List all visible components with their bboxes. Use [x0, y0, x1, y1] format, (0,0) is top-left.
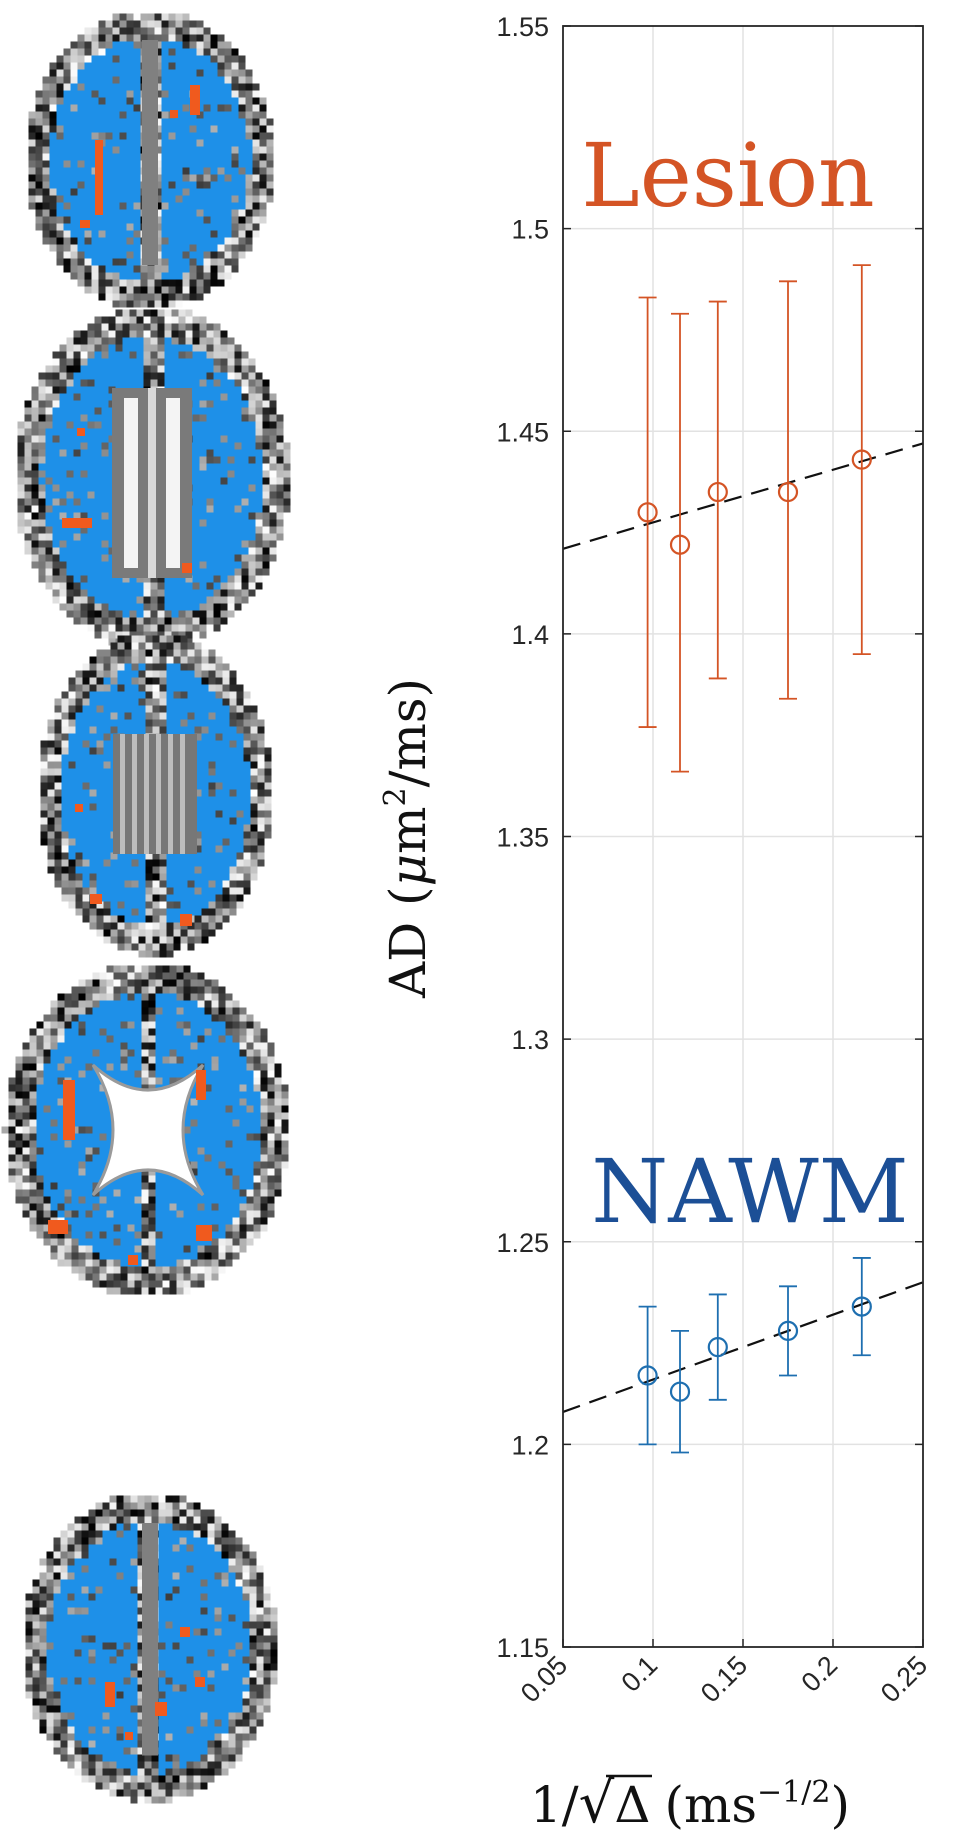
data-points [637, 449, 872, 1402]
error-bar-nawm [852, 1257, 871, 1357]
fit-line-nawm [562, 1281, 924, 1413]
lesion-marker [90, 894, 102, 904]
brain-slice-5 [25, 1495, 278, 1804]
y-tick-label: 1.4 [511, 620, 549, 650]
y-tick-label: 1.3 [511, 1025, 549, 1055]
brain-slice-3 [40, 635, 272, 958]
y-tick-label: 1.45 [496, 417, 549, 447]
y-tick-label: 1.25 [496, 1228, 549, 1258]
x-axis-ticks: 0.05 0.1 0.15 0.2 0.25 [515, 1639, 933, 1708]
lesion-marker [95, 140, 103, 215]
data-point-lesion [637, 502, 658, 523]
lesion-marker [196, 1225, 212, 1241]
error-bar-lesion [671, 312, 689, 773]
series-label-nawm: NAWM [591, 1140, 909, 1243]
lesion-marker [190, 85, 200, 115]
y-axis-ticks: 1.15 1.2 1.25 1.3 1.35 1.4 1.45 1.5 1.55 [496, 12, 923, 1663]
series-label-lesion: Lesion [581, 124, 874, 227]
lesion-marker [75, 804, 83, 812]
lesion-marker [63, 1080, 75, 1140]
error-bar-lesion [852, 264, 871, 656]
y-tick-label: 1.55 [496, 12, 549, 42]
y-tick-label: 1.2 [511, 1430, 549, 1460]
brain-slice-2 [17, 309, 291, 653]
data-point-nawm [669, 1381, 691, 1402]
error-bar-lesion [708, 300, 727, 680]
brain-slice-4 [1, 965, 289, 1295]
fit-lines [562, 442, 924, 1413]
scatter-chart: 1.151.21.251.31.351.41.451.51.55 0.05 0.1… [378, 12, 933, 1836]
error-bar-nawm [779, 1285, 797, 1377]
y-axis-title: AD (μm2/ms) [378, 678, 437, 999]
y-tick-label: 1.35 [496, 823, 549, 853]
lesion-marker [196, 1070, 206, 1100]
data-point-lesion [777, 481, 799, 503]
data-point-lesion [707, 481, 728, 503]
lesion-marker [62, 518, 92, 528]
fit-line-lesion [562, 442, 924, 550]
lesion-marker [180, 1627, 190, 1637]
lesion-marker [180, 914, 192, 926]
data-point-nawm [777, 1320, 799, 1342]
data-point-nawm [707, 1337, 728, 1358]
error-bars [638, 264, 871, 1454]
data-point-lesion [851, 449, 872, 470]
error-bar-nawm [671, 1330, 689, 1454]
lesion-marker [182, 563, 192, 573]
x-tick-label: 0.1 [615, 1650, 663, 1698]
lesion-marker [128, 1255, 138, 1265]
lesion-marker [155, 1702, 167, 1716]
y-tick-label: 1.5 [511, 215, 549, 245]
lesion-marker [77, 428, 85, 436]
error-bar-lesion [638, 296, 657, 728]
lesion-marker [105, 1682, 115, 1707]
lesion-marker [170, 110, 178, 118]
lesion-marker [195, 1677, 205, 1687]
data-point-nawm [851, 1296, 872, 1317]
brain-slice-panels [1, 13, 291, 1804]
lesion-marker [125, 1732, 133, 1740]
x-tick-label: 0.15 [695, 1650, 753, 1708]
x-tick-label: 0.25 [875, 1650, 933, 1708]
y-tick-label: 1.15 [496, 1633, 549, 1663]
error-bar-nawm [638, 1305, 657, 1446]
grid-lines [563, 26, 923, 1647]
lesion-marker [80, 220, 90, 228]
error-bar-lesion [779, 280, 797, 700]
brain-slice-1 [28, 13, 274, 308]
error-bar-nawm [708, 1293, 727, 1401]
data-point-nawm [637, 1365, 658, 1386]
lesion-marker [48, 1220, 68, 1234]
data-point-lesion [669, 534, 691, 555]
x-tick-label: 0.2 [795, 1650, 843, 1698]
x-axis-title: 1/√Δ (ms−1/2) [530, 1771, 850, 1836]
